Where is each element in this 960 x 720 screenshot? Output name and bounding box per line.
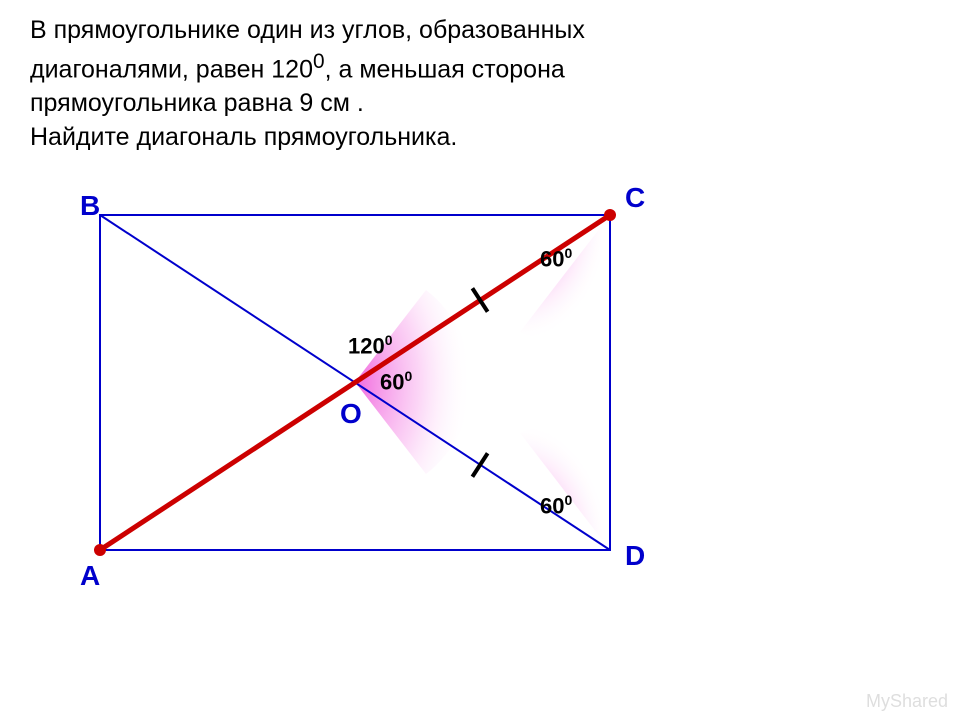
geometry-diagram: A B C D O 1200 600 600 600 <box>50 200 750 600</box>
angle-120: 1200 <box>348 332 393 359</box>
point-a <box>94 544 106 556</box>
label-b: B <box>80 190 100 222</box>
given-value: 9 см <box>299 89 350 117</box>
tick-od <box>472 453 487 476</box>
angle-60-d: 600 <box>540 492 572 519</box>
problem-line1: В прямоугольнике один из углов, образова… <box>30 16 585 44</box>
problem-statement: В прямоугольнике один из углов, образова… <box>30 14 585 154</box>
point-c <box>604 209 616 221</box>
problem-line3-cont: . <box>350 89 364 117</box>
tick-oc <box>472 288 487 311</box>
angle-highlight-c <box>520 215 610 342</box>
watermark: MyShared <box>866 691 948 712</box>
angle-60-c: 600 <box>540 245 572 272</box>
label-o: O <box>340 398 362 430</box>
problem-line2: диагоналями, равен 120 <box>30 55 313 83</box>
label-d: D <box>625 540 645 572</box>
angle-highlight-d <box>520 423 610 550</box>
angle-60-center: 600 <box>380 368 412 395</box>
problem-line2-sup: 0 <box>313 50 325 73</box>
label-c: C <box>625 182 645 214</box>
problem-line2-cont: , а меньшая сторона <box>325 55 565 83</box>
problem-line3: прямоугольника равна <box>30 89 299 117</box>
label-a: A <box>80 560 100 592</box>
problem-line4: Найдите диагональ прямоугольника. <box>30 123 457 151</box>
